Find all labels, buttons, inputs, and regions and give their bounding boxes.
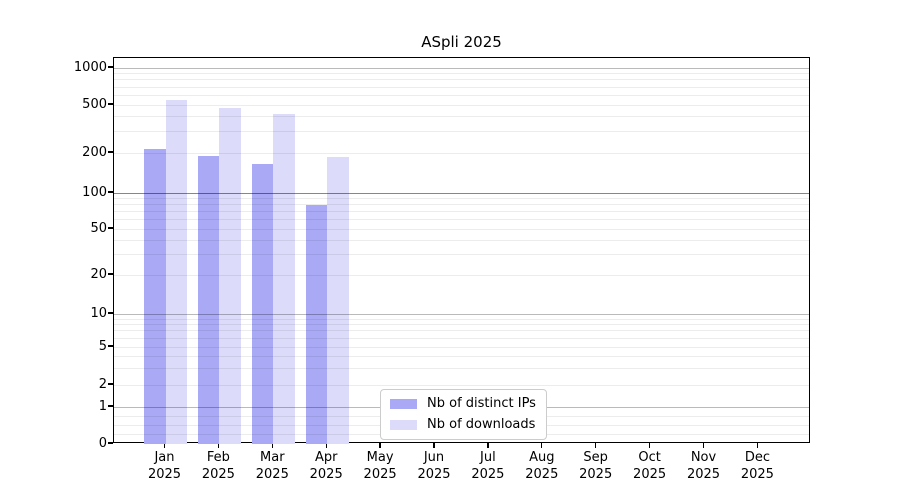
gridline-2 bbox=[114, 384, 809, 386]
gridline-400 bbox=[114, 116, 809, 118]
x-tick-mark bbox=[648, 443, 651, 448]
y-tick-label: 1 bbox=[98, 398, 107, 414]
gridline-900 bbox=[114, 73, 809, 75]
gridline-5 bbox=[114, 346, 809, 348]
gridline-600 bbox=[114, 94, 809, 96]
y-tick-mark bbox=[108, 312, 113, 314]
y-tick-label: 100 bbox=[82, 184, 107, 200]
grid-layer bbox=[114, 58, 809, 442]
gridline-700 bbox=[114, 86, 809, 88]
gridline-50 bbox=[114, 228, 809, 230]
legend-label-distinct-ips: Nb of distinct IPs bbox=[427, 396, 536, 411]
bar-distinct-ips-apr bbox=[305, 204, 328, 444]
x-tick-label-jan: Jan 2025 bbox=[147, 450, 182, 482]
gridline-8 bbox=[114, 324, 809, 326]
gridline-6 bbox=[114, 337, 809, 339]
x-tick-label-aug: Aug 2025 bbox=[525, 450, 559, 482]
x-tick-label-sep: Sep 2025 bbox=[579, 450, 613, 482]
x-tick-mark bbox=[487, 443, 489, 448]
y-tick-mark bbox=[108, 227, 113, 229]
gridline-80 bbox=[114, 204, 809, 206]
y-tick-mark bbox=[108, 345, 113, 347]
x-tick-label-apr: Apr 2025 bbox=[309, 450, 343, 482]
x-tick-label-jul: Jul 2025 bbox=[471, 450, 505, 482]
x-tick-mark bbox=[702, 443, 705, 448]
x-tick-label-oct: Oct 2025 bbox=[633, 450, 667, 482]
x-tick-mark bbox=[595, 443, 597, 448]
legend-item-downloads: Nb of downloads bbox=[390, 417, 536, 432]
gridline-70 bbox=[114, 211, 809, 213]
gridline-9 bbox=[114, 318, 809, 320]
gridline-200 bbox=[114, 152, 809, 154]
gridline-90 bbox=[114, 197, 809, 199]
legend-swatch-distinct-ips bbox=[390, 398, 417, 409]
gridline-3 bbox=[114, 367, 809, 369]
bars-layer bbox=[114, 58, 809, 444]
bar-downloads-mar bbox=[273, 114, 295, 444]
gridline-500 bbox=[114, 104, 809, 106]
x-tick-mark bbox=[325, 443, 327, 448]
x-tick-mark bbox=[217, 443, 220, 448]
gridline-100 bbox=[114, 192, 809, 194]
x-tick-mark bbox=[756, 443, 759, 448]
y-tick-mark bbox=[108, 66, 113, 68]
bar-distinct-ips-jan bbox=[144, 149, 166, 444]
y-tick-label: 1000 bbox=[73, 59, 107, 75]
legend-item-distinct-ips: Nb of distinct IPs bbox=[390, 396, 536, 411]
x-tick-mark bbox=[271, 443, 273, 448]
y-tick-mark bbox=[108, 191, 113, 193]
bar-downloads-apr bbox=[327, 157, 349, 444]
legend: Nb of distinct IPs Nb of downloads bbox=[380, 389, 547, 440]
x-tick-label-nov: Nov 2025 bbox=[686, 450, 721, 482]
x-tick-mark bbox=[433, 443, 435, 448]
chart-title: ASpli 2025 bbox=[421, 33, 502, 51]
gridline-10 bbox=[114, 313, 809, 315]
y-tick-label: 2 bbox=[98, 376, 107, 392]
y-tick-label: 5 bbox=[98, 338, 107, 354]
y-tick-mark bbox=[108, 273, 113, 275]
bar-distinct-ips-mar bbox=[251, 164, 274, 444]
legend-swatch-downloads bbox=[390, 419, 417, 430]
x-tick-mark bbox=[163, 443, 166, 448]
y-tick-label: 20 bbox=[90, 266, 107, 282]
y-tick-label: 0 bbox=[98, 435, 107, 451]
x-tick-label-dec: Dec 2025 bbox=[740, 450, 774, 482]
bar-distinct-ips-feb bbox=[197, 155, 220, 444]
gridline-60 bbox=[114, 219, 809, 221]
gridline-20 bbox=[114, 274, 809, 276]
x-tick-mark bbox=[379, 443, 381, 448]
x-tick-label-feb: Feb 2025 bbox=[201, 450, 235, 482]
gridline-4 bbox=[114, 355, 809, 357]
y-tick-label: 200 bbox=[82, 144, 107, 160]
y-tick-mark bbox=[108, 442, 113, 444]
y-tick-mark bbox=[108, 405, 113, 407]
x-tick-label-jun: Jun 2025 bbox=[417, 450, 451, 482]
gridline-30 bbox=[114, 254, 809, 256]
y-tick-mark bbox=[108, 383, 113, 385]
gridline-7 bbox=[114, 330, 809, 332]
bar-downloads-feb bbox=[219, 108, 241, 444]
legend-label-downloads: Nb of downloads bbox=[427, 417, 536, 432]
y-tick-label: 10 bbox=[90, 305, 107, 321]
y-tick-mark bbox=[108, 151, 113, 153]
gridline-800 bbox=[114, 79, 809, 81]
y-tick-label: 500 bbox=[82, 96, 107, 112]
y-tick-mark bbox=[108, 103, 113, 105]
x-tick-mark bbox=[541, 443, 543, 448]
bar-downloads-jan bbox=[165, 99, 187, 444]
gridline-40 bbox=[114, 239, 809, 241]
x-tick-label-mar: Mar 2025 bbox=[255, 450, 289, 482]
y-tick-label: 50 bbox=[90, 220, 107, 236]
gridline-300 bbox=[114, 131, 809, 133]
plot-area bbox=[113, 57, 810, 444]
gridline-1000 bbox=[114, 67, 809, 69]
x-tick-label-may: May 2025 bbox=[363, 450, 397, 482]
